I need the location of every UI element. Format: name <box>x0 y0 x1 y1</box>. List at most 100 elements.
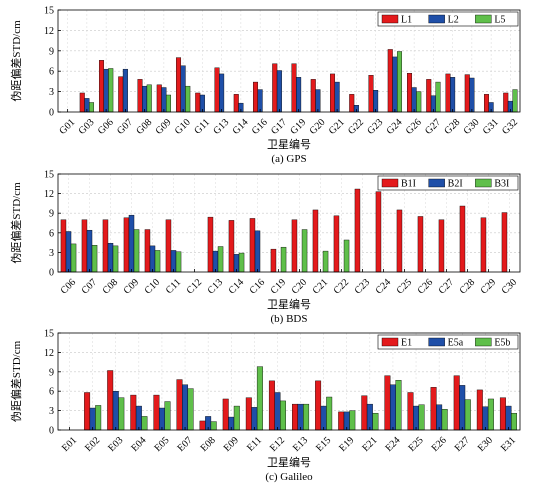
bar-B2I-C07 <box>86 229 93 273</box>
bar-L1-G16 <box>252 81 259 113</box>
bar-L2-G09 <box>161 87 167 113</box>
bar-L1-G32 <box>503 92 509 113</box>
bar-B1I-C14 <box>228 220 235 273</box>
x-tick-label: C10 <box>143 277 163 297</box>
bar-E5b-E03 <box>118 397 125 431</box>
bar-E1-E24 <box>384 375 391 431</box>
x-tick-label: G03 <box>77 117 97 137</box>
bar-L2-G23 <box>373 90 379 113</box>
x-axis-label: 卫星编号 <box>267 297 311 311</box>
x-tick-label: G32 <box>500 117 520 137</box>
y-tick-label: 15 <box>44 6 54 17</box>
bar-B3I-C21 <box>322 250 329 273</box>
x-tick-label: C20 <box>290 277 310 297</box>
bar-E1-E02 <box>84 392 91 431</box>
x-tick-label: E08 <box>199 435 218 454</box>
x-tick-label: E13 <box>291 435 310 454</box>
bar-B3I-C09 <box>133 229 140 273</box>
bar-B2I-C09 <box>128 214 135 273</box>
bar-L1-G21 <box>329 73 336 113</box>
bar-E5a-E25 <box>413 405 420 431</box>
legend: L1 L2 L5 <box>377 11 519 27</box>
bar-E5a-E12 <box>274 392 281 431</box>
x-tick-label: E03 <box>106 435 125 454</box>
bar-L1-G07 <box>118 76 124 113</box>
bar-E5a-E11 <box>251 407 258 431</box>
x-tick-label: C06 <box>59 277 79 297</box>
bar-L2-G10 <box>180 65 186 113</box>
legend-swatch-L1 <box>381 14 399 24</box>
x-tick-label: G07 <box>115 117 135 137</box>
x-tick-label: C08 <box>101 277 121 297</box>
y-tick-label: 12 <box>44 26 54 37</box>
y-tick-label: 15 <box>44 329 54 340</box>
bar-E1-E03 <box>107 370 114 431</box>
y-tick-label: 0 <box>49 426 54 437</box>
bar-B2I-C16 <box>254 230 261 273</box>
bar-B2I-C06 <box>65 231 72 273</box>
legend-label-E1: E1 <box>401 338 412 349</box>
bar-E5b-E26 <box>441 409 448 431</box>
bar-E5b-E08 <box>210 421 217 431</box>
x-tick-label: G17 <box>269 117 289 137</box>
bar-E5b-E11 <box>256 366 263 431</box>
y-tick-label: 6 <box>49 387 54 398</box>
bar-L1-G28 <box>445 73 451 113</box>
x-tick-label: E24 <box>383 435 402 454</box>
bar-E1-E08 <box>199 420 206 431</box>
bar-E1-E04 <box>130 394 137 431</box>
x-tick-label: E26 <box>430 435 449 454</box>
bar-L2-G16 <box>257 89 263 113</box>
y-tick-label: 0 <box>49 108 54 119</box>
x-tick-label: C09 <box>122 277 142 297</box>
bar-E1-E31 <box>499 397 506 431</box>
panel-caption: (b) BDS <box>271 313 308 325</box>
panel-caption: (c) Galileo <box>265 471 313 483</box>
x-tick-label: E12 <box>268 435 287 454</box>
bar-B2I-C11 <box>170 250 177 273</box>
x-tick-label: C27 <box>437 277 457 297</box>
bar-B1I-C09 <box>123 217 130 273</box>
bar-E5a-E30 <box>482 406 489 431</box>
bar-L5-G26 <box>416 91 422 113</box>
x-tick-label: G31 <box>481 117 501 137</box>
x-tick-label: G11 <box>192 117 212 137</box>
legend-swatch-L2 <box>428 14 445 24</box>
legend-label-L1: L1 <box>401 15 412 26</box>
y-axis-label: 伪距偏差STD/cm <box>9 182 23 264</box>
x-tick-label: C22 <box>332 277 352 297</box>
bar-B1I-C28 <box>459 205 466 273</box>
bar-B1I-C26 <box>417 216 424 273</box>
bar-E1-E19 <box>338 411 345 431</box>
bar-L5-G03 <box>88 102 95 113</box>
bar-B1I-C27 <box>438 219 445 273</box>
plot-frame <box>57 332 521 431</box>
x-tick-label: C16 <box>248 277 268 297</box>
y-tick-label: 6 <box>49 67 54 78</box>
x-tick-label: G24 <box>385 117 405 137</box>
y-tick-label: 12 <box>44 189 54 200</box>
bar-E5a-E15 <box>320 405 327 431</box>
y-tick-label: 9 <box>49 367 54 378</box>
x-tick-label: G10 <box>173 117 193 137</box>
legend-swatch-B2I <box>428 178 445 188</box>
legend-swatch-B1I <box>381 178 399 188</box>
x-tick-label: G27 <box>423 117 443 137</box>
y-tick-label: 3 <box>49 406 54 417</box>
x-tick-label: E05 <box>152 435 171 454</box>
x-tick-label: G20 <box>308 117 328 137</box>
bar-E1-E07 <box>176 379 183 431</box>
bar-E5b-E27 <box>464 399 471 431</box>
bar-B3I-C10 <box>154 250 161 273</box>
legend-swatch-E5b <box>475 337 492 347</box>
bar-E1-E05 <box>153 394 160 431</box>
bar-E5b-E19 <box>349 410 356 431</box>
bar-E5b-E30 <box>487 398 494 431</box>
bar-E5a-E13 <box>297 403 304 431</box>
x-tick-label: C30 <box>500 277 520 297</box>
bar-E5a-E03 <box>112 391 119 431</box>
bar-L2-G13 <box>219 73 225 113</box>
bar-E5a-E04 <box>135 405 142 431</box>
